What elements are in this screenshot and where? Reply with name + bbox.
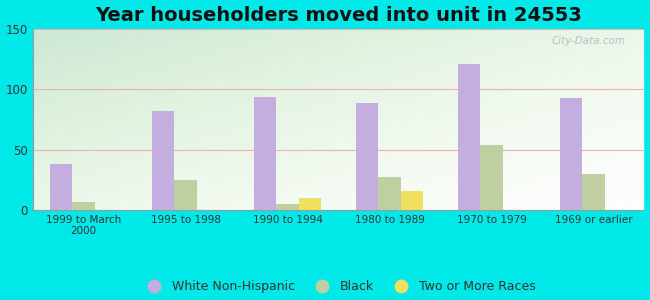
Bar [378, 177, 401, 210]
Bar [299, 198, 321, 210]
Bar [254, 97, 276, 210]
Title: Year householders moved into unit in 24553: Year householders moved into unit in 245… [95, 6, 582, 25]
Bar [582, 174, 604, 210]
Bar [480, 145, 502, 210]
Bar [174, 180, 197, 210]
Bar [356, 103, 378, 210]
Bar [458, 64, 480, 210]
Bar [401, 191, 423, 210]
Bar [560, 98, 582, 210]
Text: City-Data.com: City-Data.com [552, 36, 626, 46]
Bar [72, 202, 95, 210]
Bar [50, 164, 72, 210]
Bar [276, 204, 299, 210]
Bar [152, 111, 174, 210]
Legend: White Non-Hispanic, Black, Two or More Races: White Non-Hispanic, Black, Two or More R… [136, 275, 541, 298]
